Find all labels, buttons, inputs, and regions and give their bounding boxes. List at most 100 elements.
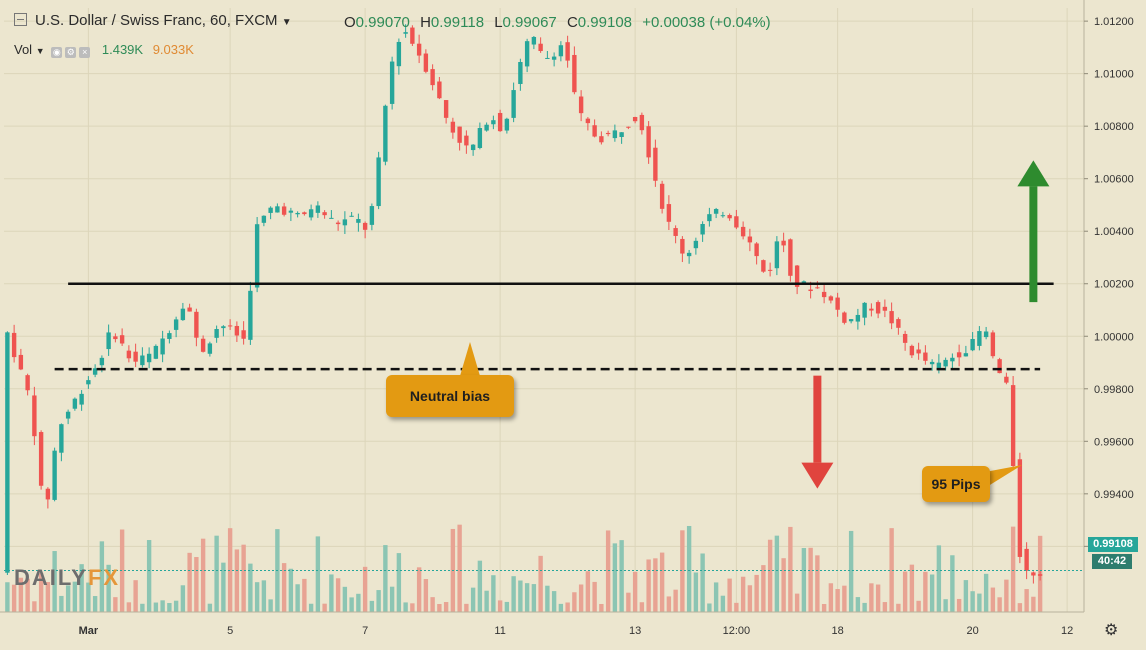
- volume-bar: [666, 596, 672, 612]
- volume-bar: [990, 587, 996, 612]
- volume-bar: [497, 600, 503, 612]
- y-tick-label: 1.01200: [1094, 16, 1134, 28]
- volume-bar: [734, 602, 739, 612]
- candle-body: [356, 219, 361, 223]
- volume-bar: [416, 567, 422, 612]
- volume-bar: [646, 559, 651, 612]
- candle-body: [140, 355, 145, 366]
- candle-body: [774, 241, 780, 269]
- x-tick-label: Mar: [79, 625, 99, 637]
- y-tick-label: 1.01000: [1094, 69, 1134, 81]
- candle-body: [470, 144, 476, 151]
- candle-body: [403, 32, 408, 34]
- volume-legend[interactable]: Vol ▼ ◉ ⚙ × 1.439K 9.033K: [14, 42, 194, 58]
- volume-bar: [342, 586, 348, 612]
- candle-body: [207, 343, 213, 354]
- volume-bar: [963, 580, 969, 612]
- volume-bar: [551, 591, 557, 612]
- candle-body: [592, 125, 597, 137]
- y-tick-label: 1.00400: [1094, 226, 1134, 238]
- y-tick-label: 1.00200: [1094, 279, 1134, 291]
- candle-body: [578, 96, 584, 114]
- volume-bar: [626, 592, 631, 612]
- symbol-label: U.S. Dollar / Swiss Franc, 60, FXCM: [35, 12, 278, 29]
- volume-bar: [686, 525, 692, 612]
- volume-bar: [180, 585, 186, 612]
- candle-body: [335, 222, 341, 225]
- candle-body: [794, 265, 800, 287]
- volume-bar: [227, 528, 233, 612]
- volume-bar: [511, 576, 516, 612]
- ohlc-close-key: C: [566, 14, 578, 31]
- bullish-arrow-head: [1017, 160, 1050, 187]
- dailyfx-logo: DAILYFX: [14, 565, 120, 591]
- last-price-tag: 0.99108: [1088, 537, 1138, 552]
- candle-body: [234, 325, 240, 336]
- candle-body: [99, 357, 105, 366]
- candle-body: [119, 335, 125, 344]
- volume-bar: [653, 558, 658, 612]
- close-icon[interactable]: ×: [79, 47, 91, 58]
- candle-body: [416, 43, 422, 56]
- candle-body: [450, 121, 456, 133]
- volume-bar: [1010, 526, 1016, 612]
- candle-body: [707, 214, 712, 222]
- candle-body: [173, 319, 179, 330]
- candle-body: [484, 124, 489, 131]
- chevron-down-icon[interactable]: ▼: [35, 46, 45, 56]
- candle-body: [680, 238, 685, 254]
- volume-bar: [659, 552, 665, 612]
- volume-bar: [896, 603, 901, 612]
- candle-body: [666, 204, 672, 222]
- candle-body: [389, 61, 395, 104]
- volume-bar: [889, 528, 894, 612]
- volume-bar: [45, 582, 51, 612]
- ohlc-high-key: H: [420, 14, 431, 31]
- candle-body: [815, 287, 820, 289]
- y-tick-label: 1.00600: [1094, 174, 1134, 186]
- eye-icon[interactable]: ◉: [51, 47, 63, 58]
- volume-bar: [761, 565, 766, 612]
- volume-bar: [396, 553, 402, 612]
- collapse-icon[interactable]: [14, 13, 27, 26]
- candle-body: [25, 375, 30, 391]
- y-tick-label: 0.99400: [1094, 489, 1134, 501]
- pips-callout: 95 Pips: [922, 466, 990, 502]
- volume-bar: [950, 555, 955, 612]
- volume-bar: [531, 584, 537, 612]
- volume-bar: [308, 603, 314, 612]
- settings-gear-icon[interactable]: ⚙: [1104, 622, 1119, 639]
- volume-value-down: 9.033K: [152, 42, 194, 57]
- candle-body: [126, 350, 132, 359]
- volume-bar: [241, 544, 246, 612]
- candle-body: [362, 222, 368, 230]
- volume-bar: [916, 600, 921, 612]
- candle-body: [869, 308, 874, 311]
- candle-body: [32, 395, 37, 437]
- volume-bar: [491, 575, 496, 612]
- volume-bar: [774, 535, 780, 612]
- volume-bar: [585, 571, 591, 612]
- candle-body: [997, 359, 1002, 374]
- volume-bar: [362, 566, 368, 612]
- chart-title[interactable]: U.S. Dollar / Swiss Franc, 60, FXCM ▼: [14, 12, 292, 29]
- volume-bar: [848, 530, 854, 612]
- volume-bar: [693, 572, 699, 612]
- candle-body: [423, 53, 429, 72]
- volume-value-up: 1.439K: [101, 42, 144, 57]
- volume-bar: [862, 602, 867, 612]
- candle-body: [160, 338, 165, 355]
- volume-bar: [673, 589, 678, 612]
- volume-bar: [261, 580, 267, 612]
- volume-bar: [389, 586, 395, 612]
- candles: [5, 24, 1043, 584]
- candle-body: [518, 61, 523, 84]
- x-tick-label: 5: [227, 625, 233, 637]
- gear-icon[interactable]: ⚙: [65, 47, 77, 58]
- chevron-down-icon[interactable]: ▼: [281, 17, 292, 28]
- candle-body: [1037, 574, 1043, 576]
- volume-bar: [369, 600, 375, 612]
